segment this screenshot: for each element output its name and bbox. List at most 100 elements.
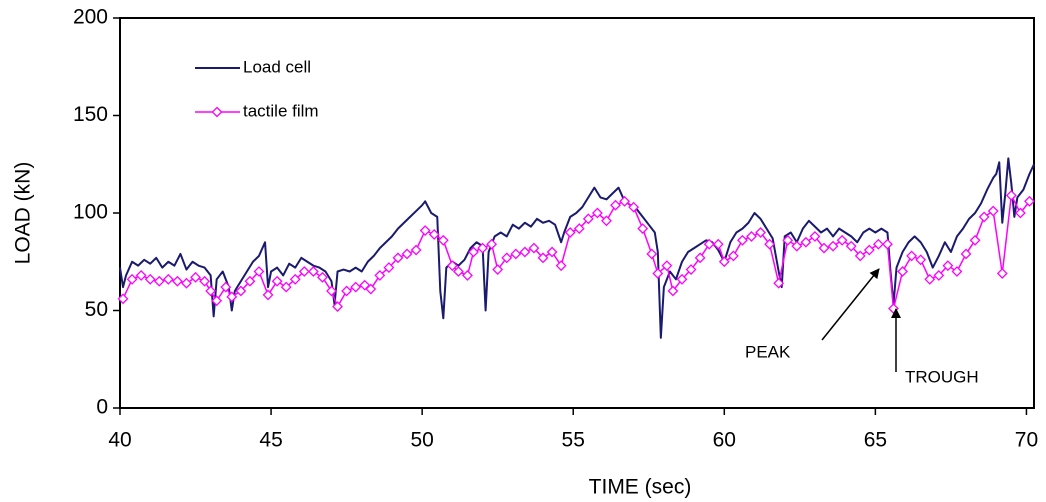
data-point bbox=[800, 236, 812, 248]
data-point bbox=[573, 223, 585, 235]
data-point bbox=[755, 227, 766, 238]
data-point bbox=[978, 211, 990, 223]
data-point bbox=[468, 246, 479, 258]
y-tick-label: 100 bbox=[73, 201, 108, 224]
x-tick-label: 65 bbox=[864, 429, 887, 452]
data-point bbox=[144, 273, 156, 285]
data-point bbox=[652, 268, 664, 279]
data-point bbox=[951, 266, 963, 277]
data-point bbox=[582, 213, 594, 225]
data-point bbox=[546, 246, 558, 258]
data-point bbox=[501, 252, 513, 264]
data-point bbox=[235, 285, 247, 297]
data-point bbox=[446, 260, 458, 272]
data-point bbox=[555, 260, 567, 272]
data-point bbox=[969, 234, 981, 246]
data-point bbox=[718, 256, 730, 268]
data-point bbox=[773, 277, 785, 289]
data-point bbox=[510, 248, 522, 260]
data-point bbox=[872, 238, 884, 250]
annotation: TROUGH bbox=[905, 367, 979, 386]
x-tick-label: 60 bbox=[713, 429, 736, 452]
data-point bbox=[401, 248, 413, 260]
data-point bbox=[135, 269, 147, 281]
data-point bbox=[419, 225, 431, 236]
data-point bbox=[1014, 207, 1026, 219]
data-point bbox=[205, 285, 217, 297]
data-point bbox=[628, 201, 640, 213]
data-point bbox=[492, 264, 504, 275]
data-point bbox=[746, 230, 757, 242]
data-point bbox=[374, 269, 386, 281]
data-point bbox=[915, 254, 927, 266]
data-point bbox=[126, 273, 138, 285]
data-point bbox=[317, 271, 328, 283]
data-point bbox=[462, 269, 473, 281]
data-point bbox=[782, 234, 794, 246]
data-point bbox=[392, 252, 404, 264]
data-point bbox=[486, 238, 498, 250]
x-tick-label: 70 bbox=[1015, 429, 1038, 452]
data-point bbox=[1024, 195, 1035, 207]
data-point bbox=[332, 301, 343, 313]
annotation-arrow bbox=[821, 268, 880, 341]
data-point bbox=[661, 260, 673, 272]
data-point bbox=[298, 266, 310, 277]
data-point bbox=[289, 273, 301, 285]
data-point bbox=[818, 242, 830, 254]
x-tick-label: 50 bbox=[410, 429, 433, 452]
data-point bbox=[190, 271, 201, 283]
data-point bbox=[996, 268, 1008, 279]
data-point bbox=[933, 269, 945, 281]
data-point bbox=[437, 234, 449, 246]
x-tick-label: 45 bbox=[259, 429, 282, 452]
data-point bbox=[1005, 190, 1017, 201]
data-point bbox=[253, 266, 265, 277]
data-point bbox=[764, 238, 776, 250]
data-point bbox=[809, 230, 821, 242]
data-point bbox=[341, 285, 353, 297]
data-point bbox=[897, 266, 908, 277]
data-point bbox=[863, 244, 875, 256]
data-point bbox=[827, 240, 839, 252]
data-point bbox=[428, 229, 440, 240]
y-tick-label: 50 bbox=[85, 298, 108, 321]
data-point bbox=[987, 205, 999, 217]
data-point bbox=[359, 279, 371, 291]
data-point bbox=[791, 240, 803, 252]
y-tick-label: 0 bbox=[96, 396, 108, 419]
x-axis-title: TIME (sec) bbox=[589, 476, 692, 499]
x-tick-label: 55 bbox=[562, 429, 585, 452]
data-point bbox=[528, 242, 540, 254]
legend-label: Load cell bbox=[243, 57, 311, 76]
data-point bbox=[211, 295, 223, 307]
data-point bbox=[637, 223, 649, 235]
data-point bbox=[960, 248, 972, 260]
data-point bbox=[452, 266, 464, 277]
data-point bbox=[153, 275, 165, 287]
data-point bbox=[220, 281, 232, 293]
data-point bbox=[619, 195, 631, 207]
data-point bbox=[280, 281, 292, 293]
data-point bbox=[162, 273, 174, 285]
legend: Load cell tactile film bbox=[195, 57, 319, 120]
data-point bbox=[836, 234, 848, 246]
y-axis-title: LOAD (kN) bbox=[12, 162, 35, 265]
y-tick-label: 150 bbox=[73, 103, 108, 126]
data-point bbox=[906, 250, 918, 262]
data-point bbox=[845, 240, 857, 252]
data-point bbox=[271, 275, 283, 287]
data-point bbox=[410, 244, 422, 256]
data-point bbox=[171, 275, 183, 287]
data-point bbox=[365, 283, 377, 295]
legend-label: tactile film bbox=[243, 101, 319, 120]
data-point bbox=[383, 262, 395, 274]
annotation: PEAK bbox=[745, 342, 791, 361]
data-point bbox=[591, 207, 603, 219]
data-point bbox=[667, 285, 679, 297]
data-point bbox=[199, 275, 211, 287]
data-point bbox=[924, 273, 936, 285]
data-point bbox=[882, 238, 893, 250]
x-tick-label: 40 bbox=[108, 429, 131, 452]
